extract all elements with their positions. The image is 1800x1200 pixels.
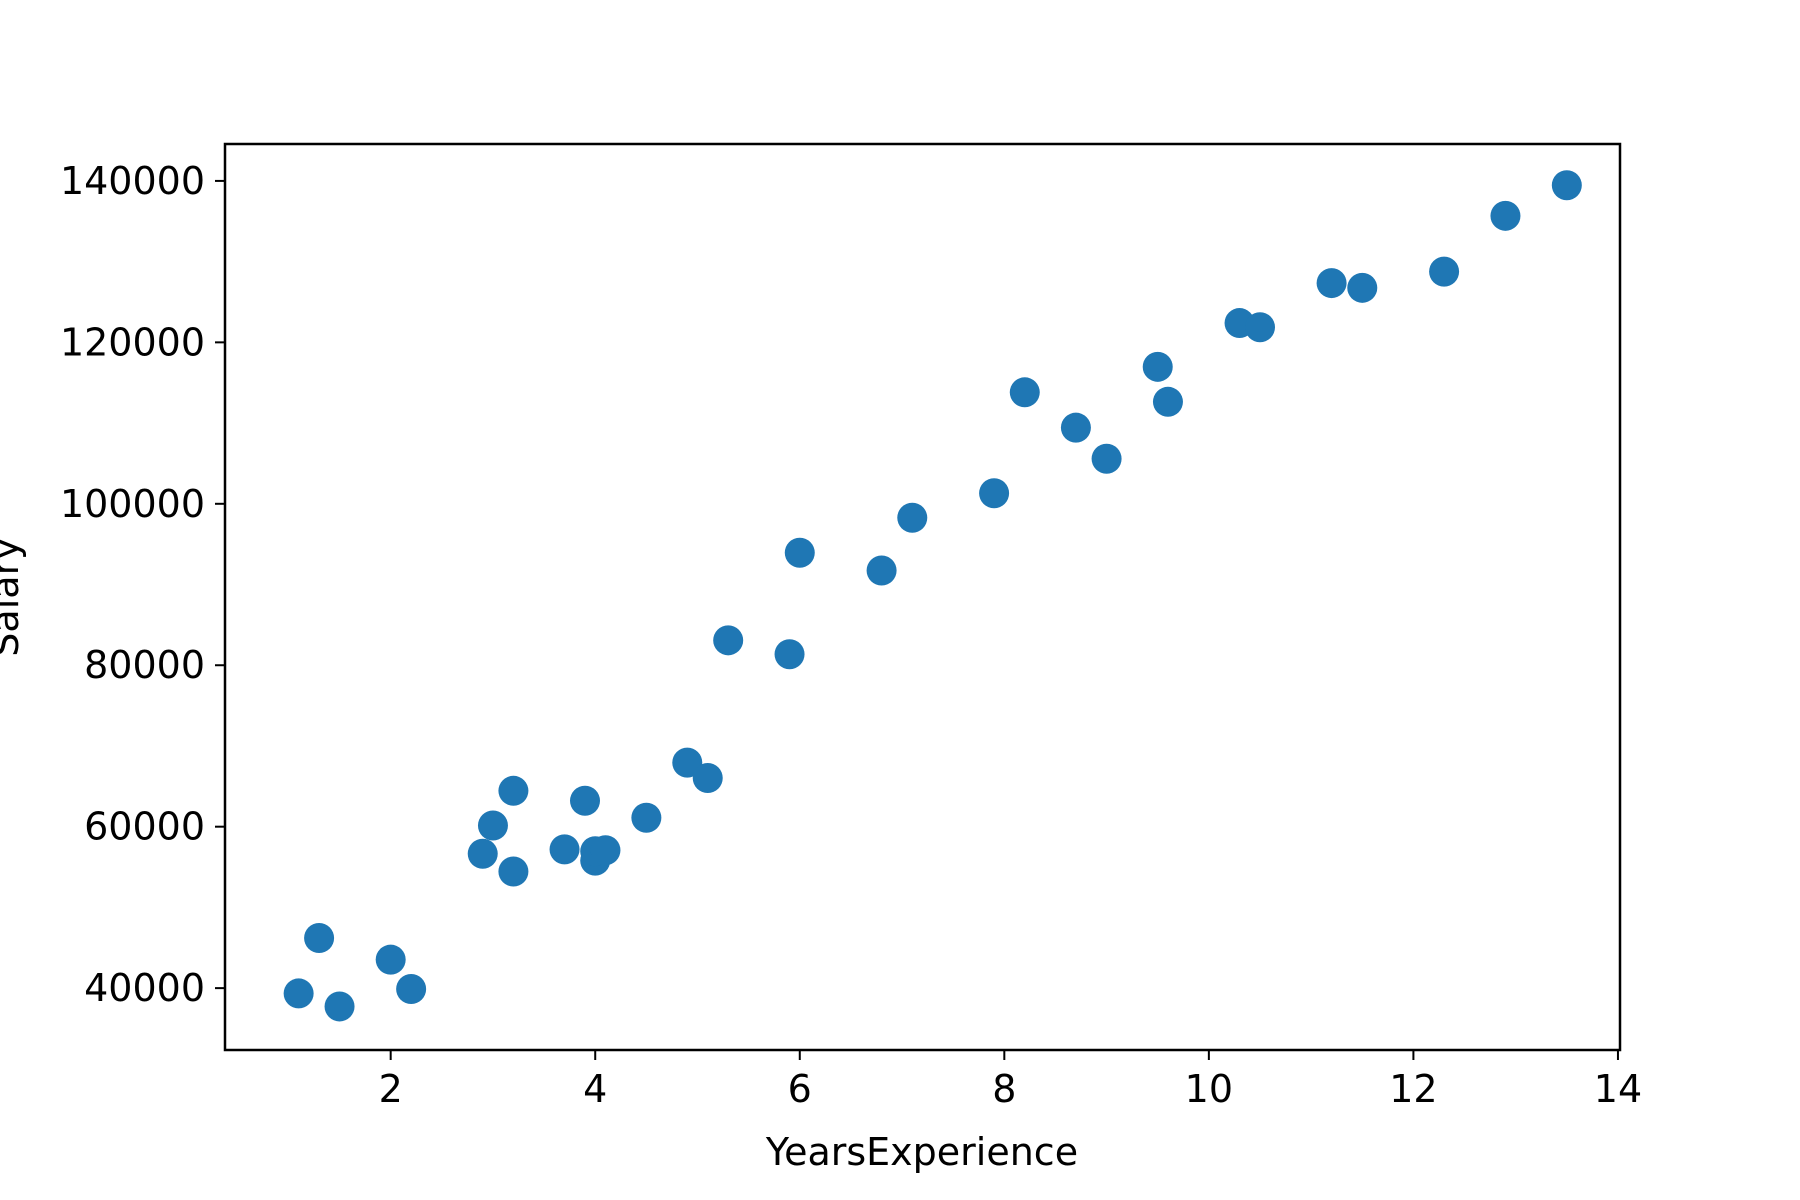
data-point — [324, 991, 355, 1022]
y-tick-label: 140000 — [60, 159, 205, 203]
x-tick-label: 10 — [1185, 1067, 1233, 1111]
data-point — [375, 944, 406, 975]
data-point — [1347, 272, 1378, 303]
data-point — [784, 537, 815, 568]
data-point — [1009, 377, 1040, 408]
data-point — [1142, 351, 1173, 382]
x-axis-label: YearsExperience — [765, 1130, 1078, 1174]
data-point — [304, 923, 335, 954]
y-tick-label: 120000 — [60, 320, 205, 364]
data-point — [713, 625, 744, 656]
data-point — [897, 502, 928, 533]
data-point — [498, 775, 529, 806]
data-point — [631, 802, 662, 833]
y-axis-label: Salary — [0, 537, 27, 656]
data-point — [1091, 443, 1122, 474]
y-tick-label: 40000 — [84, 966, 205, 1010]
data-point — [672, 747, 703, 778]
x-axis-ticks: 2 4 6 8 10 12 14 — [379, 1050, 1642, 1111]
y-tick-label: 60000 — [84, 805, 205, 849]
data-point — [1490, 200, 1521, 231]
x-tick-label: 12 — [1389, 1067, 1437, 1111]
data-point — [1429, 256, 1460, 287]
data-point — [396, 974, 427, 1005]
plot-area-border — [223, 142, 1622, 1052]
x-tick-label: 6 — [788, 1067, 812, 1111]
data-point — [1245, 312, 1275, 343]
x-tick-label: 4 — [583, 1067, 607, 1111]
y-tick-label: 80000 — [84, 643, 205, 687]
data-point — [1551, 170, 1582, 201]
y-tick-label: 100000 — [60, 482, 205, 526]
data-point — [774, 639, 805, 670]
x-tick-label: 8 — [992, 1067, 1016, 1111]
data-point — [477, 810, 508, 841]
x-tick-label: 14 — [1594, 1067, 1642, 1111]
data-point — [467, 838, 498, 869]
data-point — [283, 978, 314, 1009]
data-point — [570, 785, 600, 816]
data-point — [866, 555, 897, 586]
data-point — [1316, 268, 1347, 299]
data-point — [1152, 386, 1183, 417]
data-point — [590, 835, 621, 866]
data-points — [283, 170, 1582, 1022]
data-point — [1060, 412, 1091, 443]
data-point — [692, 763, 723, 794]
data-point — [549, 834, 580, 865]
x-tick-label: 2 — [379, 1067, 403, 1111]
data-point — [498, 856, 529, 887]
data-point — [979, 478, 1010, 509]
y-axis-ticks: 40000 60000 80000 100000 120000 140000 — [60, 159, 225, 1010]
